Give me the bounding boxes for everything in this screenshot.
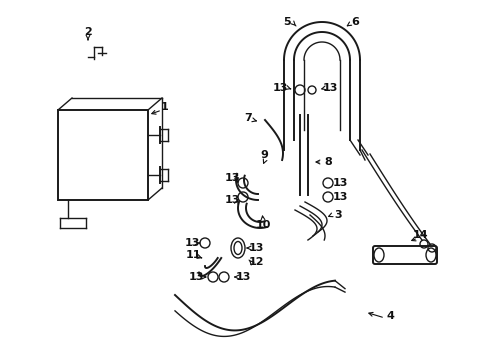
Text: 6: 6 [350, 17, 358, 27]
Text: 13: 13 [184, 238, 199, 248]
Text: 9: 9 [260, 150, 267, 160]
Text: 4: 4 [385, 311, 393, 321]
Text: 7: 7 [244, 113, 251, 123]
Text: 8: 8 [324, 157, 331, 167]
Text: 13: 13 [224, 173, 239, 183]
Text: 14: 14 [411, 230, 427, 240]
Text: 13: 13 [332, 192, 347, 202]
Text: 10: 10 [255, 220, 270, 230]
Text: 13: 13 [248, 243, 263, 253]
Text: 13: 13 [224, 195, 239, 205]
Text: 13: 13 [188, 272, 203, 282]
Text: 1: 1 [161, 102, 168, 112]
Text: 13: 13 [332, 178, 347, 188]
Text: 5: 5 [283, 17, 290, 27]
Text: 13: 13 [235, 272, 250, 282]
Text: 13: 13 [322, 83, 337, 93]
Text: 2: 2 [84, 27, 92, 37]
Text: 12: 12 [248, 257, 263, 267]
Text: 11: 11 [185, 250, 201, 260]
Text: 13: 13 [272, 83, 287, 93]
Text: 3: 3 [333, 210, 341, 220]
